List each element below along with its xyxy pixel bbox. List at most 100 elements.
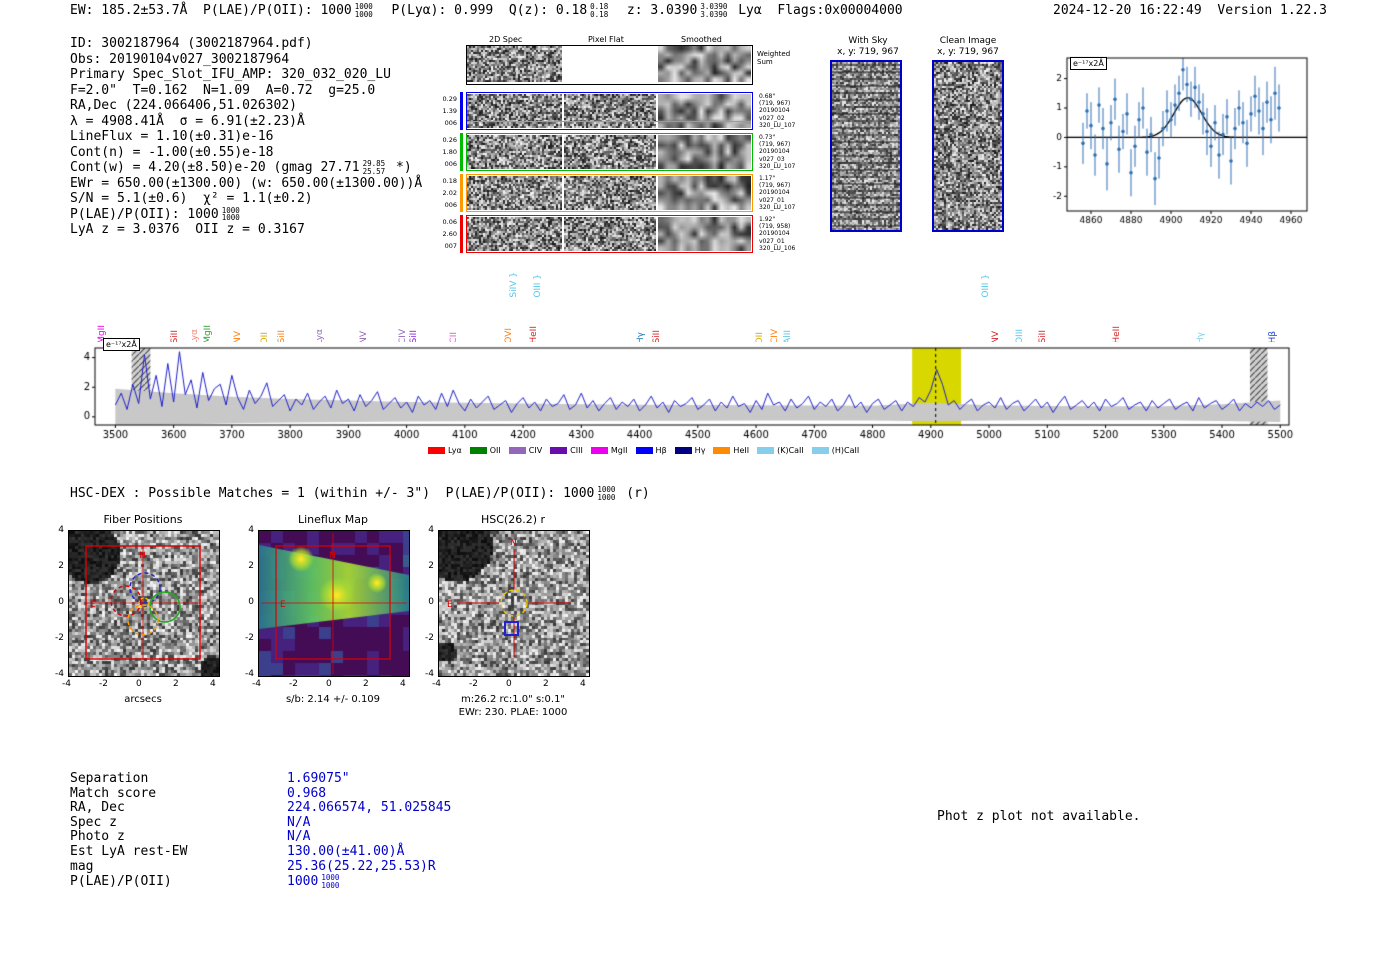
match-table-label: Separation (70, 771, 149, 786)
hsc-r-cutout-overlay: N E (447, 538, 571, 657)
annotation-line: (719, 967) (759, 141, 791, 149)
spectrum-legend: Lyα OII CIV CIII MgII Hβ Hγ HeII (K)CaII (H)CaII (428, 446, 859, 455)
legend-item: CIII (550, 446, 583, 455)
spec2d-row-left-labels: 0.06 2.60 007 (437, 216, 457, 252)
annotation-line: (719, 958) (759, 223, 791, 231)
match-table-value: 1.69075" (287, 771, 350, 786)
axis-value: 0.26 (442, 136, 457, 144)
zoom-flux-units-annotation: e⁻¹⁷x2Å (1070, 57, 1107, 70)
spec2d-cell-image (467, 134, 562, 169)
x-tick-label: 0 (326, 679, 332, 689)
annotation-line: (719, 967) (759, 182, 791, 190)
legend-label: (H)CaII (831, 446, 860, 455)
text-segment: z: 3.0390 (611, 3, 698, 18)
info-line: LyA z = 3.0376 OII z = 0.3167 (70, 222, 422, 238)
spec2d-row: 0.29 1.39 006 0.68" (719, 967) 20190104 v027_0… (443, 92, 795, 130)
catalog-match-table: Separation 1.69075" Match score 0.968 RA, De… (70, 771, 451, 890)
annotation-line: 320_LU_107 (759, 121, 796, 129)
spec2d-cell-image (467, 216, 562, 251)
match-table-label: RA, Dec (70, 800, 125, 816)
x-tick-label: -4 (62, 679, 71, 689)
compass-north-label: N (329, 551, 336, 561)
compass-north-label: N (139, 551, 146, 561)
y-tick-label: 4 (58, 525, 64, 535)
info-line: λ = 4908.41Å σ = 6.91(±2.23)Å (70, 114, 422, 130)
match-table-label: mag (70, 858, 94, 874)
info-line: Primary Spec_Slot_IFU_AMP: 320_032_020_L… (70, 67, 422, 83)
fiber-circle-orange (127, 604, 159, 636)
legend-swatch (550, 447, 568, 454)
legend-swatch (590, 447, 608, 454)
annotation-line: 20190104 (759, 230, 790, 238)
hscdex-match-header: HSC-DEX : Possible Matches = 1 (within +… (70, 486, 650, 502)
text-segment: Cont(n) = -1.00(±0.55)e-18 (70, 144, 274, 160)
legend-item: CIV (508, 446, 543, 455)
fraction-top: 29.85 (362, 159, 386, 168)
detection-info-block: ID: 3002187964 (3002187964.pdf) Obs: 2019… (70, 36, 422, 238)
lineflux-map-image (259, 531, 409, 676)
with-sky-frame (830, 60, 902, 232)
weighted-sum-2dspec-image (467, 46, 562, 82)
datetime-version: 2024-12-20 16:22:49 Version 1.22.3 (1053, 3, 1327, 19)
text-segment: Obs: 20190104v027_3002187964 (70, 51, 290, 67)
annotation-line: 320_LU_107 (759, 162, 796, 170)
fiber-circle-red (110, 585, 142, 617)
legend-label: OII (489, 446, 501, 455)
annotation-line: 1.92" (759, 216, 776, 223)
spectrum-flux-units-annotation: e⁻¹⁷x2Å (103, 338, 140, 351)
x-tick-label: 4 (210, 679, 216, 689)
info-line: Cont(n) = -1.00(±0.55)e-18 (70, 145, 422, 161)
photz-note: Phot z plot not available. (937, 809, 1141, 824)
compass-east-label: E (280, 600, 286, 610)
legend-swatch (757, 447, 775, 454)
y-tick-label: -4 (425, 669, 434, 679)
fraction-top: 1000 (221, 205, 240, 215)
spec2d-row-left-labels: 0.18 2.02 006 (437, 175, 457, 211)
legend-item: (H)CaII (811, 446, 860, 455)
lineflux-map-overlay: N E (261, 533, 407, 674)
clean-image (934, 62, 1002, 230)
text-segment: Cont(w) = 4.20(±8.50)e-20 (gmag 27.71 (70, 160, 360, 175)
fiber-positions-title: Fiber Positions (103, 513, 183, 526)
spec2d-row: 0.06 2.60 007 1.92" (719, 958) 20190104 v027_0… (443, 215, 795, 253)
report-version: Version 1.22.3 (1217, 3, 1327, 18)
match-table-row: mag 25.36(25.22,25.53)R (70, 858, 451, 875)
spec2d-row-annotations: 1.17" (719, 967) 20190104 v027_01 320_LU_107 (759, 175, 795, 211)
line-fit-zoom-plot (1035, 48, 1315, 233)
spec2d-cell-image (467, 93, 562, 128)
axis-value: 0.29 (442, 95, 457, 103)
x-tick-label: 2 (363, 679, 369, 689)
annotation-line: 0.68" (759, 93, 776, 100)
fiber-circle-blue (129, 572, 161, 604)
lineflux-caption: s/b: 2.14 +/- 0.109 (285, 694, 381, 705)
annotation-line: v027_02 (759, 114, 785, 122)
hsc-matched-source-box (504, 621, 519, 636)
legend-swatch (635, 447, 653, 454)
fraction-top: 0.18 (590, 2, 609, 11)
with-sky-title: With Sky (848, 36, 888, 46)
spec2d-row-annotations: 0.68" (719, 967) 20190104 v027_02 320_LU_107 (759, 93, 795, 129)
text-segment: F=2.0" T=0.162 N=1.09 A=0.72 g=25.0 (70, 82, 376, 98)
axis-value: 0.18 (442, 177, 457, 185)
hsc-caption-2: EWr: 230. PLAE: 1000 (458, 707, 568, 718)
match-table-label: P(LAE)/P(OII) (70, 874, 172, 890)
axis-value: 2.02 (442, 189, 457, 197)
legend-label: CIV (528, 446, 543, 455)
stacked-fraction: 0.18 0.18 (590, 3, 608, 18)
axis-value: 1.80 (442, 148, 457, 156)
spec2d-row: 0.18 2.02 006 1.17" (719, 967) 20190104 v027_0… (443, 174, 795, 212)
legend-item: OII (469, 446, 501, 455)
hsc-r-cutout-title: HSC(26.2) r (480, 513, 546, 526)
col-header-smoothed: Smoothed (681, 35, 722, 44)
col-header-pixelflat: Pixel Flat (588, 35, 624, 44)
legend-item: (K)CaII (757, 446, 804, 455)
match-table-value: N/A (287, 814, 311, 830)
annotation-line: 320_LU_107 (759, 203, 796, 211)
spec2d-row: 0.26 1.80 006 0.73" (719, 967) 20190104 v027_0… (443, 133, 795, 171)
spec2d-cell-image (564, 175, 656, 210)
legend-label: MgII (610, 446, 628, 455)
legend-label: Hγ (694, 446, 706, 455)
compass-north-label: N (510, 538, 517, 548)
center-row-marker-line (467, 121, 751, 122)
